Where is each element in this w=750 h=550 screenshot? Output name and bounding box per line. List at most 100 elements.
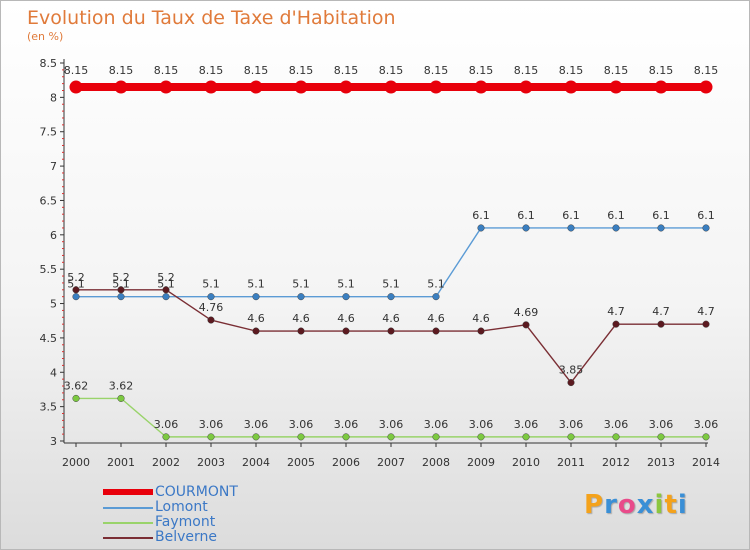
data-point-belverne <box>252 327 260 335</box>
data-label-courmont: 8.15 <box>469 64 494 77</box>
x-tick-label: 2008 <box>422 456 450 469</box>
data-label-lomont: 6.1 <box>472 209 490 222</box>
data-label-lomont: 6.1 <box>652 209 670 222</box>
data-point-lomont <box>207 293 215 301</box>
data-label-belverne: 4.76 <box>199 301 224 314</box>
data-point-courmont <box>69 80 83 94</box>
data-label-belverne: 4.6 <box>292 312 310 325</box>
x-tick-label: 2014 <box>692 456 720 469</box>
legend-label-faymont: Faymont <box>155 514 216 530</box>
legend-swatch-courmont <box>103 489 153 495</box>
data-point-faymont <box>117 394 125 402</box>
proxiti-logo: Proxiti <box>584 490 688 520</box>
data-label-faymont: 3.06 <box>244 418 269 431</box>
data-label-faymont: 3.06 <box>334 418 359 431</box>
data-point-courmont <box>339 80 353 94</box>
data-point-lomont <box>297 293 305 301</box>
logo-letter: P <box>584 490 605 520</box>
legend-label-belverne: Belverne <box>155 529 218 545</box>
data-point-belverne <box>702 320 710 328</box>
data-label-faymont: 3.06 <box>514 418 539 431</box>
data-point-belverne <box>72 286 80 294</box>
data-point-belverne <box>162 286 170 294</box>
data-label-belverne: 4.7 <box>697 305 715 318</box>
data-point-lomont <box>477 224 485 232</box>
data-point-belverne <box>432 327 440 335</box>
data-point-faymont <box>297 433 305 441</box>
data-label-faymont: 3.06 <box>559 418 584 431</box>
data-label-faymont: 3.06 <box>604 418 629 431</box>
data-label-faymont: 3.06 <box>289 418 314 431</box>
data-point-courmont <box>429 80 443 94</box>
data-label-courmont: 8.15 <box>289 64 314 77</box>
data-point-lomont <box>522 224 530 232</box>
data-label-courmont: 8.15 <box>199 64 224 77</box>
x-tick-label: 2006 <box>332 456 360 469</box>
y-tick-label: 8 <box>50 91 57 104</box>
legend-label-courmont: COURMONT <box>155 484 238 500</box>
data-point-lomont <box>162 293 170 301</box>
y-tick-label: 4.5 <box>40 332 58 345</box>
data-label-belverne: 5.2 <box>67 271 85 284</box>
data-label-courmont: 8.15 <box>559 64 584 77</box>
logo-letter: t <box>664 490 678 520</box>
data-label-faymont: 3.06 <box>469 418 494 431</box>
data-label-faymont: 3.06 <box>154 418 179 431</box>
data-point-belverne <box>342 327 350 335</box>
data-label-courmont: 8.15 <box>424 64 449 77</box>
x-tick-label: 2009 <box>467 456 495 469</box>
data-point-courmont <box>654 80 668 94</box>
data-label-courmont: 8.15 <box>244 64 269 77</box>
logo-letter: i <box>654 490 665 520</box>
data-point-belverne <box>612 320 620 328</box>
data-label-faymont: 3.62 <box>64 379 89 392</box>
x-tick-label: 2003 <box>197 456 225 469</box>
data-label-faymont: 3.06 <box>424 418 449 431</box>
data-label-courmont: 8.15 <box>649 64 674 77</box>
data-label-courmont: 8.15 <box>154 64 179 77</box>
x-tick-label: 2007 <box>377 456 405 469</box>
data-point-courmont <box>249 80 263 94</box>
data-point-lomont <box>567 224 575 232</box>
data-label-belverne: 4.69 <box>514 306 539 319</box>
data-point-faymont <box>387 433 395 441</box>
data-point-courmont <box>609 80 623 94</box>
x-tick-label: 2001 <box>107 456 135 469</box>
data-point-faymont <box>207 433 215 441</box>
data-point-belverne <box>207 316 215 324</box>
data-point-lomont <box>342 293 350 301</box>
data-label-belverne: 4.7 <box>607 305 625 318</box>
data-label-belverne: 4.6 <box>427 312 445 325</box>
x-tick-label: 2013 <box>647 456 675 469</box>
y-tick-label: 7 <box>50 160 57 173</box>
data-point-faymont <box>657 433 665 441</box>
data-label-lomont: 5.1 <box>427 278 445 291</box>
data-label-lomont: 6.1 <box>607 209 625 222</box>
y-tick-label: 8.5 <box>40 57 58 70</box>
data-point-lomont <box>72 293 80 301</box>
data-label-belverne: 4.6 <box>247 312 265 325</box>
data-point-faymont <box>702 433 710 441</box>
data-label-courmont: 8.15 <box>334 64 359 77</box>
y-tick-label: 5.5 <box>40 263 58 276</box>
logo-letter: i <box>677 490 688 520</box>
data-label-courmont: 8.15 <box>379 64 404 77</box>
data-label-belverne: 5.2 <box>157 271 175 284</box>
data-point-courmont <box>114 80 128 94</box>
data-point-lomont <box>612 224 620 232</box>
legend-label-lomont: Lomont <box>155 499 208 515</box>
data-label-faymont: 3.06 <box>649 418 674 431</box>
data-point-faymont <box>522 433 530 441</box>
y-tick-label: 4 <box>50 366 57 379</box>
legend-swatch-belverne <box>103 537 153 539</box>
data-label-lomont: 5.1 <box>337 278 355 291</box>
data-label-belverne: 3.85 <box>559 364 584 377</box>
x-tick-label: 2002 <box>152 456 180 469</box>
x-tick-label: 2004 <box>242 456 270 469</box>
data-point-lomont <box>432 293 440 301</box>
data-point-courmont <box>384 80 398 94</box>
data-label-faymont: 3.06 <box>199 418 224 431</box>
data-label-faymont: 3.06 <box>379 418 404 431</box>
